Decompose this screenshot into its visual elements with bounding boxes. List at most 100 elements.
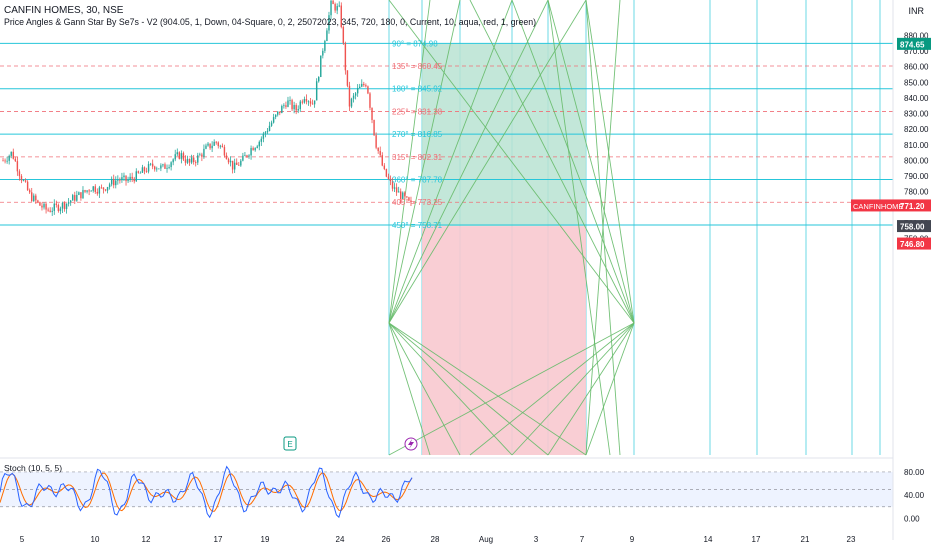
candle[interactable] <box>6 156 8 164</box>
chart-title[interactable]: CANFIN HOMES, 30, NSE <box>4 5 124 16</box>
candle[interactable] <box>231 160 234 174</box>
candle[interactable] <box>117 175 119 185</box>
candle[interactable] <box>369 92 371 111</box>
candle[interactable] <box>100 184 103 189</box>
candle[interactable] <box>256 144 258 149</box>
candle[interactable] <box>352 93 355 103</box>
candle[interactable] <box>311 99 314 105</box>
candle[interactable] <box>172 158 174 166</box>
candle[interactable] <box>129 173 131 183</box>
candle[interactable] <box>94 184 96 194</box>
candle[interactable] <box>299 99 301 113</box>
candle[interactable] <box>18 169 21 181</box>
candle[interactable] <box>186 155 189 165</box>
candle[interactable] <box>65 203 68 214</box>
candle[interactable] <box>385 168 388 178</box>
candle[interactable] <box>43 202 45 210</box>
candle[interactable] <box>55 200 58 208</box>
candle[interactable] <box>305 94 308 105</box>
candle[interactable] <box>258 140 260 151</box>
candle[interactable] <box>354 91 357 100</box>
candle[interactable] <box>203 144 205 159</box>
candle[interactable] <box>170 161 172 171</box>
lightning-icon[interactable] <box>404 437 418 451</box>
candle[interactable] <box>88 189 90 196</box>
candle[interactable] <box>31 187 33 203</box>
candle[interactable] <box>33 193 35 203</box>
candle[interactable] <box>252 146 254 151</box>
candle[interactable] <box>119 177 121 184</box>
candle[interactable] <box>272 113 275 124</box>
candle[interactable] <box>225 152 228 160</box>
candle[interactable] <box>402 191 404 200</box>
candle[interactable] <box>344 41 347 75</box>
candle[interactable] <box>139 171 142 174</box>
candle[interactable] <box>168 164 170 170</box>
candle[interactable] <box>59 206 62 215</box>
candle[interactable] <box>281 104 283 114</box>
candle[interactable] <box>125 175 127 186</box>
price-tag-entry[interactable]: 758.00 <box>897 220 931 233</box>
candle[interactable] <box>98 185 101 198</box>
candle[interactable] <box>156 166 158 172</box>
candle[interactable] <box>332 0 334 5</box>
candle[interactable] <box>408 196 410 202</box>
candle[interactable] <box>104 189 107 192</box>
candle[interactable] <box>393 183 396 193</box>
candle[interactable] <box>195 160 197 167</box>
candle[interactable] <box>22 178 25 182</box>
candle[interactable] <box>328 11 330 34</box>
candle[interactable] <box>96 188 99 196</box>
candle[interactable] <box>391 177 394 192</box>
candle[interactable] <box>406 196 408 199</box>
candle[interactable] <box>12 148 14 160</box>
candle[interactable] <box>301 99 304 105</box>
candle[interactable] <box>375 132 377 150</box>
candle[interactable] <box>53 199 55 215</box>
candle[interactable] <box>69 199 72 206</box>
candle[interactable] <box>4 158 6 164</box>
candle[interactable] <box>141 164 144 173</box>
stoch-title[interactable]: Stoch (10, 5, 5) <box>4 463 62 473</box>
candle[interactable] <box>283 103 285 109</box>
candle[interactable] <box>262 131 265 143</box>
candle[interactable] <box>158 168 160 170</box>
candle[interactable] <box>207 141 209 147</box>
candle[interactable] <box>127 176 129 183</box>
candle[interactable] <box>307 100 310 106</box>
candle[interactable] <box>266 128 269 135</box>
candle[interactable] <box>229 156 232 167</box>
candle[interactable] <box>67 198 70 207</box>
candle[interactable] <box>291 98 293 112</box>
candle[interactable] <box>320 55 322 78</box>
candle[interactable] <box>330 0 332 20</box>
candle[interactable] <box>338 1 340 8</box>
candle[interactable] <box>45 201 47 214</box>
candle[interactable] <box>26 180 29 191</box>
candle[interactable] <box>166 164 168 173</box>
candle[interactable] <box>322 48 324 59</box>
candle[interactable] <box>315 78 318 101</box>
candle[interactable] <box>39 201 41 206</box>
candle[interactable] <box>178 151 181 160</box>
candle[interactable] <box>108 182 111 190</box>
candle[interactable] <box>309 97 312 107</box>
candle[interactable] <box>356 84 359 97</box>
candle[interactable] <box>383 163 386 171</box>
candle[interactable] <box>188 158 191 166</box>
candle[interactable] <box>324 39 326 54</box>
candle[interactable] <box>361 79 363 88</box>
candle[interactable] <box>287 96 289 108</box>
candle[interactable] <box>51 207 53 216</box>
candle[interactable] <box>74 191 76 205</box>
candle[interactable] <box>340 2 342 29</box>
candle[interactable] <box>133 176 135 184</box>
candle[interactable] <box>295 103 297 115</box>
candle[interactable] <box>184 155 187 166</box>
candle[interactable] <box>80 192 82 201</box>
candle[interactable] <box>160 163 162 172</box>
candle[interactable] <box>250 145 252 160</box>
candle[interactable] <box>211 141 213 153</box>
candle[interactable] <box>110 176 113 187</box>
